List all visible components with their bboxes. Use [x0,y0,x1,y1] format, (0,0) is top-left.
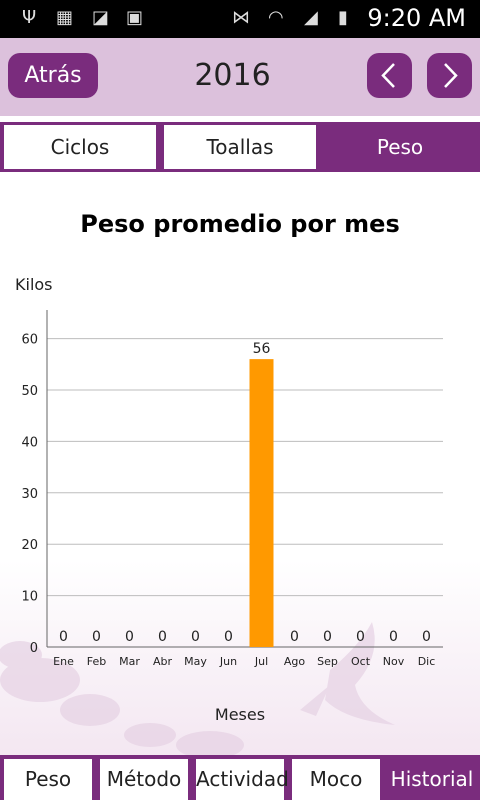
bottom-tab-actividad[interactable]: Actividad [196,759,289,800]
axes [46,310,443,648]
data-label: 0 [125,629,134,645]
chevron-right-icon [444,63,458,88]
app-notification-icon: ◪ [92,7,110,28]
bottom-tab-metodo[interactable]: Método [100,759,188,800]
top-tabs: Ciclos Toallas Peso [0,122,480,172]
battery-icon: ▮ [338,7,348,28]
data-label: 0 [323,629,332,645]
x-tick-label: May [184,655,207,668]
x-tick-label: Abr [153,655,173,668]
grid [47,338,443,597]
decorative-background [0,560,480,760]
bottom-tab-historial[interactable]: Historial [384,759,480,800]
tab-ciclos[interactable]: Ciclos [4,125,156,169]
x-tick-label: Jul [254,655,268,668]
data-label: 56 [253,341,271,357]
x-tick-label: Ago [284,655,306,668]
data-label: 0 [422,629,431,645]
y-tick-label: 0 [30,641,38,656]
bar-jul [249,359,274,647]
y-tick-label: 20 [21,538,38,553]
chevron-left-icon [381,63,395,88]
year-title: 2016 [194,58,271,93]
x-tick-label: Dic [418,655,436,668]
y-tick-label: 40 [21,435,38,450]
y-axis-label: Kilos [15,275,53,294]
bottom-tab-moco[interactable]: Moco [292,759,380,800]
bottom-tab-peso[interactable]: Peso [4,759,92,800]
clock: 9:20 AM [367,4,466,32]
back-button[interactable]: Atrás [8,53,98,98]
data-label: 0 [224,629,233,645]
data-label: 0 [290,629,299,645]
hummingbird-flower-illustration [0,622,395,759]
data-label: 0 [191,629,200,645]
data-label: 0 [389,629,398,645]
x-tick-label: Oct [351,655,371,668]
next-year-button[interactable] [427,53,472,98]
status-bar: Ψ ▦ ◪ ▣ ⋈ ◠ ◢ ▮ 9:20 AM [0,0,480,38]
y-tick-label: 10 [21,590,38,605]
sim-card-icon: ▦ [56,7,74,28]
x-tick-label: Mar [119,655,140,668]
bottom-tabs: Peso Método Actividad Moco Historial [0,755,480,800]
data-label: 0 [158,629,167,645]
x-tick-label: Ene [53,655,74,668]
x-axis-label: Meses [215,705,265,724]
x-tick-label: Jun [219,655,237,668]
x-tick-label: Feb [87,655,106,668]
usb-icon: Ψ [22,7,37,28]
y-tick-label: 60 [21,333,38,348]
y-tick-label: 50 [21,384,38,399]
previous-year-button[interactable] [367,53,412,98]
x-tick-label: Nov [383,655,405,668]
data-label: 0 [92,629,101,645]
data-label: 0 [59,629,68,645]
header: Atrás 2016 [0,38,480,116]
signal-icon: ◢ [304,7,318,28]
mute-icon: ⋈ [232,7,250,28]
tab-peso[interactable]: Peso [320,125,480,169]
tick-labels: 0 10 20 30 40 50 60 0 Ene 0 Feb 0 Mar 0 Abr 0 May 0 Jun 56 J… [21,333,435,668]
tab-toallas[interactable]: Toallas [164,125,316,169]
clipboard-icon: ▣ [126,7,144,28]
bars [249,359,274,647]
data-label: 0 [356,629,365,645]
y-tick-label: 30 [21,487,38,502]
bar-chart: Peso promedio por mes Kilos Meses 0 10 20 3… [15,210,443,724]
x-tick-label: Sep [317,655,338,668]
wifi-icon: ◠ [268,7,284,28]
chart-title: Peso promedio por mes [80,210,399,238]
